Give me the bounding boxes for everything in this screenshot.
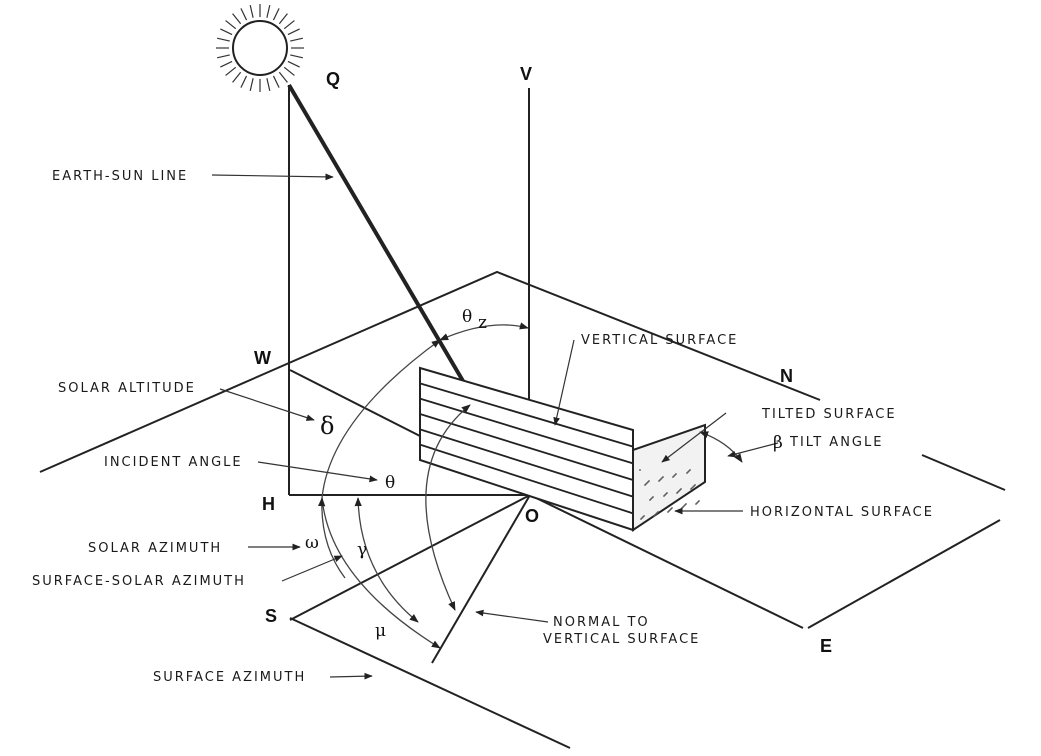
sun-ray (278, 13, 288, 25)
sun-ray (232, 71, 242, 83)
sun-ray (290, 37, 304, 42)
point-s: S (265, 606, 277, 626)
label-surface-azimuth: SURFACE AZIMUTH (153, 670, 306, 685)
sun-ray (240, 8, 248, 21)
symbol-theta-z-sub: z (478, 313, 487, 333)
sun-ray (220, 28, 233, 36)
w-o-line (289, 369, 421, 437)
sun-ray (272, 8, 280, 21)
sun-ray (249, 4, 254, 18)
texture-dot (685, 503, 687, 505)
sun-ray (278, 71, 288, 83)
angle-arcs (318, 322, 743, 649)
sun-ray (290, 54, 304, 59)
label-solar-azimuth: SOLAR AZIMUTH (88, 541, 222, 556)
symbol-theta-z: θ (462, 307, 472, 327)
sun-ray (216, 37, 230, 42)
sun-ray (266, 4, 271, 18)
ground-plane (39, 270, 1006, 749)
texture-dot (698, 500, 700, 502)
sun-ray (249, 78, 254, 92)
point-n: N (780, 366, 793, 386)
sun-ray (220, 60, 233, 68)
texture-dot (643, 515, 645, 517)
label-tilted-surface: TILTED SURFACE (761, 407, 897, 422)
texture-dot (662, 476, 664, 478)
sun-ray (287, 60, 300, 68)
sun-ray (283, 20, 295, 30)
texture-dot (689, 469, 691, 471)
sun-ray (232, 13, 242, 25)
label-earth-sun-line: EARTH-SUN LINE (52, 169, 188, 184)
sun-icon (216, 4, 304, 92)
point-o: O (525, 506, 539, 526)
point-q: Q (326, 69, 340, 89)
sun-ray (287, 28, 300, 36)
sun-ray (283, 66, 295, 76)
texture-dot (648, 480, 650, 482)
texture-dot (694, 484, 696, 486)
tilted-surface (632, 423, 706, 532)
sun-ray (266, 78, 271, 92)
sun-ray (225, 20, 237, 30)
sun-ray (240, 75, 248, 88)
label-surface-solar-azimuth: SURFACE-SOLAR AZIMUTH (32, 574, 246, 589)
symbol-theta: θ (385, 473, 395, 493)
label-horizontal-surface: HORIZONTAL SURFACE (750, 505, 934, 520)
sun-ray (272, 75, 280, 88)
label-tilt-angle: TILT ANGLE (789, 435, 883, 450)
sun-ray (225, 66, 237, 76)
point-w: W (254, 348, 271, 368)
normal-line (431, 494, 531, 664)
sun-ray (216, 54, 230, 59)
symbol-omega: ω (305, 533, 319, 553)
symbol-delta: δ (320, 412, 334, 440)
label-normal-line2: VERTICAL SURFACE (543, 632, 700, 647)
label-solar-altitude: SOLAR ALTITUDE (58, 381, 196, 396)
texture-dot (639, 469, 641, 471)
label-normal-line1: NORMAL TO (553, 615, 650, 630)
label-vertical-surface: VERTICAL SURFACE (581, 333, 738, 348)
texture-dot (652, 496, 654, 498)
point-e: E (820, 636, 832, 656)
symbol-mu: μ (375, 621, 386, 641)
panel-stripe (419, 382, 634, 448)
symbol-gamma: γ (357, 540, 367, 560)
texture-dot (680, 488, 682, 490)
texture-dot (671, 507, 673, 509)
point-h: H (262, 494, 275, 514)
leader-arrows (211, 173, 779, 680)
texture-dot (675, 473, 677, 475)
texture-dot (657, 511, 659, 513)
texture-dot (666, 492, 668, 494)
label-incident-angle: INCIDENT ANGLE (104, 455, 243, 470)
symbol-beta: β (773, 433, 783, 453)
point-v: V (520, 64, 532, 84)
